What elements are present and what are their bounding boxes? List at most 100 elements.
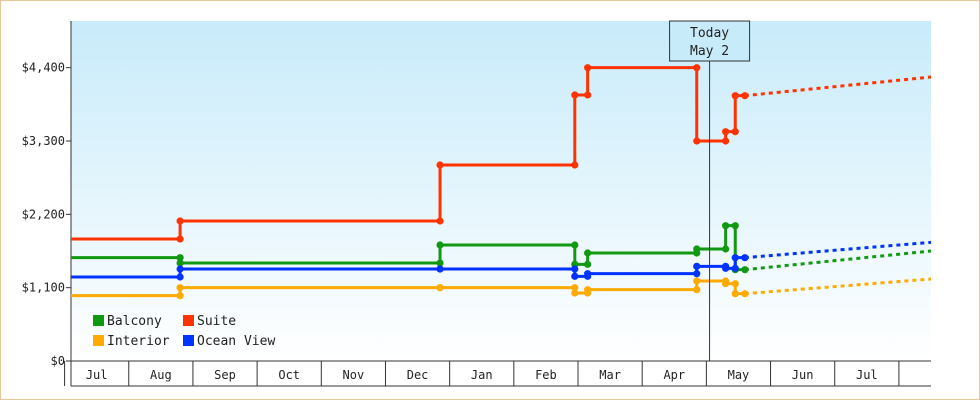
data-point [584,260,592,268]
today-marker: Today May 2 [669,20,751,361]
legend-item: Suite [183,314,236,329]
data-point [176,259,184,267]
data-point [722,128,730,136]
data-point [584,286,592,294]
data-point [693,137,701,145]
data-point [584,64,592,72]
series-projection-line [744,249,932,272]
x-month-label: Jun [792,368,814,382]
data-point [731,128,739,136]
series-line [71,66,745,241]
series-interior [71,277,932,300]
series-projection-line [744,277,932,296]
x-month-label: Feb [535,368,557,382]
data-point [176,235,184,243]
legend-label: Interior [107,334,170,349]
series-balcony [71,222,932,274]
y-axis: $0 $1,100 $2,200 $3,300 $4,400 [22,21,72,386]
x-month-label: Dec [407,368,429,382]
series-line [71,224,745,272]
data-point [436,161,444,169]
data-point [693,277,701,285]
data-point [176,284,184,292]
legend-swatch [183,335,194,346]
data-point [731,280,739,288]
data-point [571,161,579,169]
x-month-label: Oct [278,368,300,382]
data-point [731,290,739,298]
y-tick-label: $0 [51,354,65,368]
x-month-label: Aug [150,368,172,382]
data-point [693,64,701,72]
data-point [741,254,749,262]
data-point [693,245,701,253]
data-point [722,222,730,230]
series-ocean-view [71,240,932,281]
data-point [731,254,739,262]
data-point [722,280,730,288]
legend-label: Balcony [107,314,162,329]
legend-swatch [93,315,104,326]
series-projection-line [744,75,932,98]
x-month-label: Jan [471,368,493,382]
data-point [741,266,749,274]
data-point [741,290,749,298]
data-point [176,254,184,262]
data-point [722,245,730,253]
legend-label: Suite [197,314,236,329]
data-point [693,270,701,278]
y-tick-label: $1,100 [22,281,65,295]
x-month-label: Mar [599,368,621,382]
x-month-label: Sep [214,368,236,382]
data-point [722,264,730,272]
legend-label: Ocean View [197,334,275,349]
y-tick-label: $2,200 [22,207,65,221]
x-month-label: Nov [343,368,365,382]
today-box [669,20,751,62]
x-axis: Jul Aug Sep Oct Nov Dec Jan Feb Mar Apr May Jun Jul [64,360,931,387]
data-point [584,249,592,257]
data-point [176,265,184,273]
plot-area [71,21,931,361]
data-point [731,92,739,100]
data-point [176,217,184,225]
data-point [436,241,444,249]
x-month-label: May [728,368,750,382]
series-projection-line [744,240,932,260]
data-point [722,137,730,145]
data-point [571,241,579,249]
x-month-label: Jul [856,368,878,382]
data-point [571,265,579,273]
data-point [436,217,444,225]
y-tick-label: $4,400 [22,61,65,75]
series-layer [71,64,932,300]
data-point [176,292,184,300]
legend-swatch [183,315,194,326]
legend-item: Ocean View [183,334,275,349]
data-point [571,284,579,292]
data-point [436,284,444,292]
today-label: Today [690,26,729,41]
data-point [693,286,701,294]
x-month-label: Apr [663,368,685,382]
series-suite [71,64,932,243]
data-point [741,92,749,100]
legend-item: Interior [93,334,170,349]
legend-item: Balcony [93,314,162,329]
data-point [436,259,444,267]
x-month-label: Jul [86,368,108,382]
data-point [176,273,184,281]
legend-swatch [93,335,104,346]
data-point [571,272,579,280]
y-tick-label: $3,300 [22,134,65,148]
data-point [731,222,739,230]
legend: Balcony Suite Interior Ocean View [93,314,275,349]
data-point [584,270,592,278]
data-point [731,264,739,272]
data-point [571,91,579,99]
today-date: May 2 [690,44,729,59]
data-point [436,265,444,273]
data-point [693,262,701,270]
